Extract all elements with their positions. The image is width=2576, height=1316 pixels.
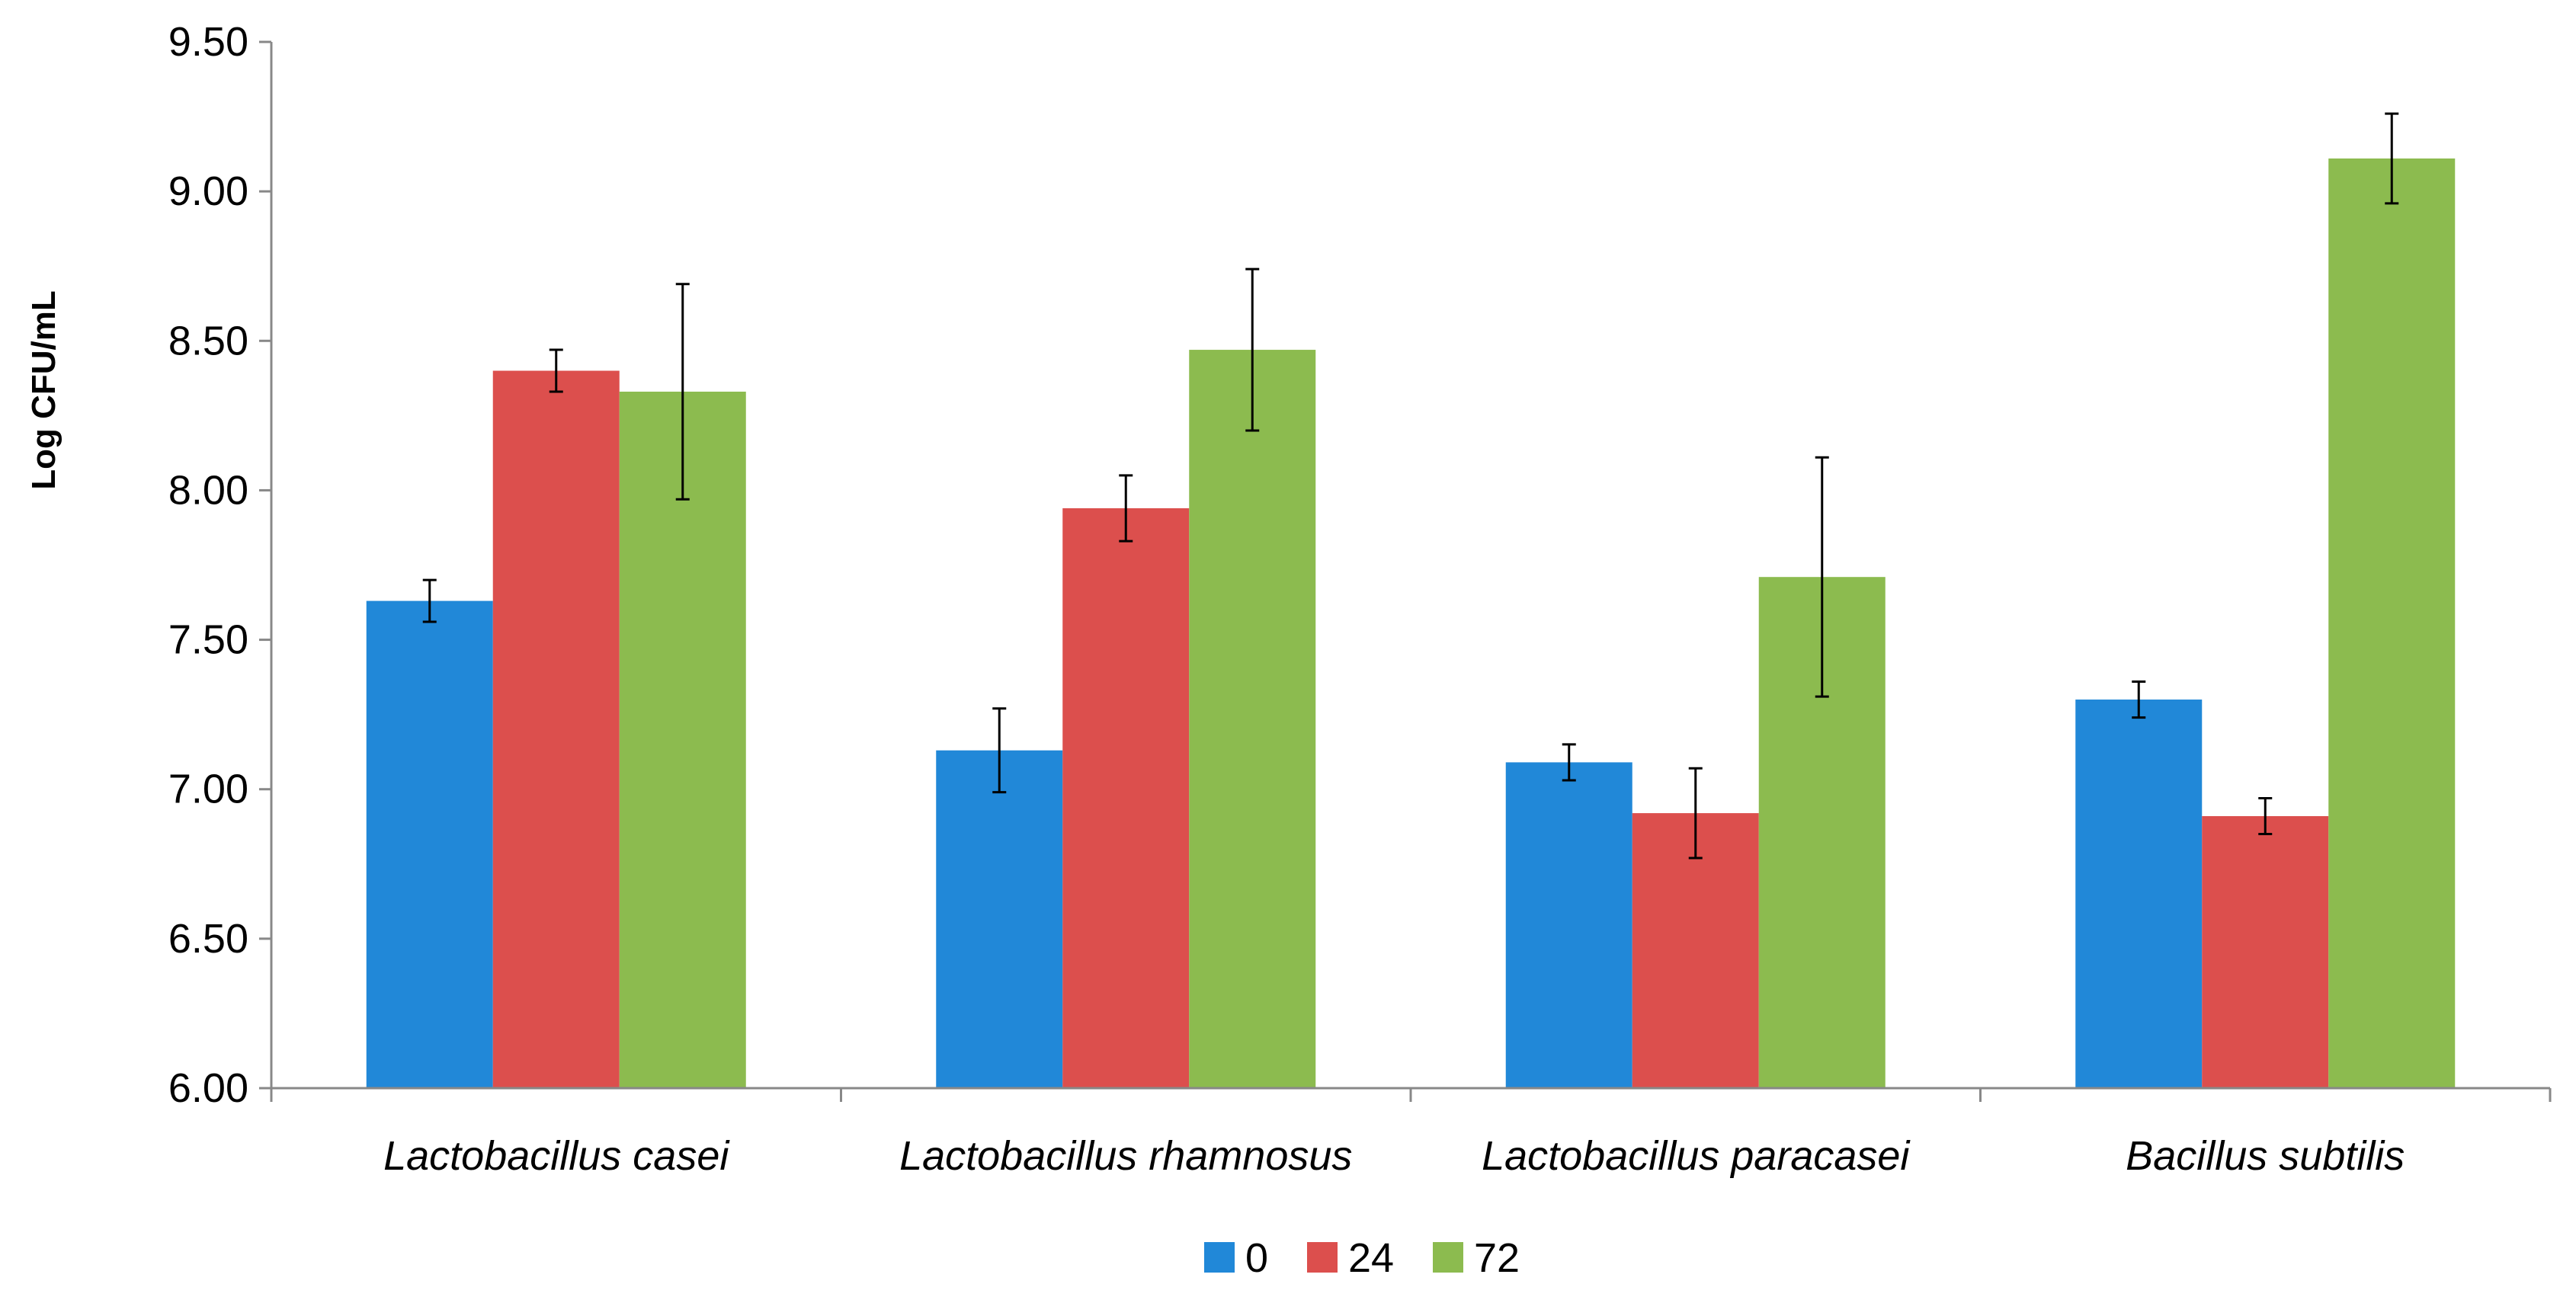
bars-layer	[366, 158, 2456, 1088]
legend-label: 0	[1245, 1235, 1268, 1281]
y-tick-label: 9.50	[168, 19, 248, 65]
bar	[2328, 158, 2456, 1088]
bar	[2075, 700, 2203, 1088]
bar	[936, 750, 1063, 1088]
legend-swatch	[1204, 1242, 1235, 1273]
legend-label: 24	[1348, 1235, 1394, 1281]
x-axis: Lactobacillus casei Lactobacillus rhamnos…	[270, 1087, 2552, 1179]
bar	[1062, 508, 1190, 1088]
legend-swatch	[1433, 1242, 1463, 1273]
legend-swatch	[1307, 1242, 1338, 1273]
bar	[1505, 762, 1632, 1088]
legend-label: 72	[1474, 1235, 1520, 1281]
x-category-label: Lactobacillus casei	[383, 1133, 730, 1179]
bar	[366, 600, 493, 1088]
legend: 0 24 72	[1204, 1235, 1520, 1281]
bar	[492, 370, 620, 1088]
bar	[1189, 350, 1316, 1088]
y-tick-label: 7.50	[168, 617, 248, 663]
x-category-label: Bacillus subtilis	[2126, 1133, 2405, 1179]
y-tick-label: 7.00	[168, 767, 248, 812]
bar	[619, 391, 746, 1088]
y-axis: 6.00 6.50 7.00 7.50 8.00 8.50 9.00 9.50	[168, 19, 273, 1111]
error-bars-layer	[422, 112, 2399, 860]
y-tick-label: 8.00	[168, 467, 248, 513]
y-axis-title: Log CFU/mL	[25, 290, 62, 490]
y-tick-label: 6.50	[168, 916, 248, 962]
y-tick-label: 8.50	[168, 318, 248, 363]
x-category-label: Lactobacillus rhamnosus	[899, 1133, 1352, 1179]
bar	[2202, 816, 2329, 1088]
x-category-label: Lactobacillus paracasei	[1482, 1133, 1911, 1179]
y-tick-label: 9.00	[168, 168, 248, 214]
y-tick-label: 6.00	[168, 1065, 248, 1111]
